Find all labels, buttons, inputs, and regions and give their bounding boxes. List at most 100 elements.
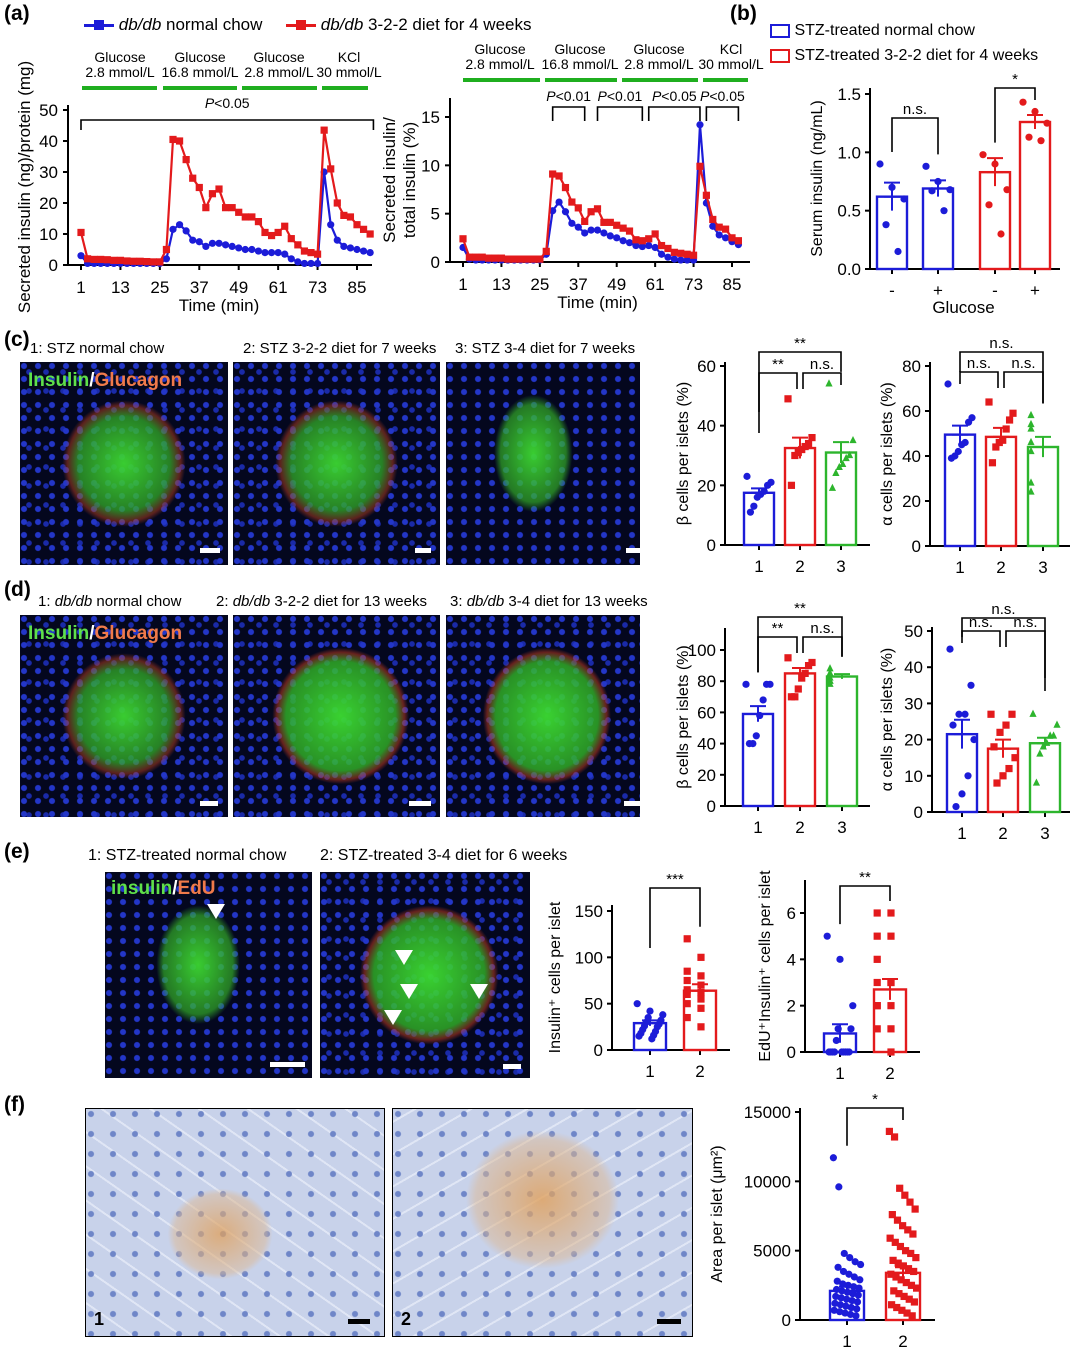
data-point: [840, 1249, 848, 1258]
data-point: [1027, 446, 1035, 455]
data-point: [1031, 107, 1039, 116]
data-point: [784, 654, 792, 662]
caption-e1: 1: STZ-treated normal chow: [88, 847, 287, 864]
y-tick-label: 150: [575, 902, 603, 921]
data-point: [946, 186, 954, 194]
significance-label: n.s.: [903, 101, 927, 118]
data-point: [709, 215, 717, 224]
data-point: [886, 1234, 894, 1242]
data-point: [993, 779, 1001, 787]
data-point: [890, 1287, 898, 1295]
data-point: [887, 1048, 895, 1056]
y-tick-label: 50: [904, 622, 923, 641]
data-point: [896, 1242, 905, 1251]
error-bar: [750, 705, 766, 722]
data-point: [996, 728, 1004, 736]
data-point: [787, 693, 796, 701]
caption-d3: 3: db/db 3-4 diet for 13 weeks: [450, 593, 648, 610]
data-point: [985, 201, 993, 209]
condition-label: 2.8 mmol/L: [85, 64, 154, 80]
data-point: [1029, 709, 1037, 717]
data-point: [274, 228, 282, 237]
arrowhead-icon: [207, 904, 225, 919]
data-point: [837, 1294, 845, 1302]
x-tick-label: 3: [837, 818, 846, 837]
x-tick-label: 25: [150, 278, 169, 297]
caption-e2: 2: STZ-treated 3-4 diet for 6 weeks: [320, 847, 568, 864]
data-point: [834, 1263, 842, 1271]
data-point: [964, 772, 972, 780]
data-point: [683, 986, 691, 994]
data-point: [327, 165, 335, 173]
data-point: [202, 242, 210, 250]
series-line: [80, 171, 371, 265]
data-point: [961, 710, 969, 718]
data-point: [182, 227, 190, 235]
data-point: [1008, 710, 1016, 718]
data-point: [1053, 720, 1061, 728]
data-point: [638, 237, 646, 245]
data-point: [600, 218, 608, 226]
legend-italic: db/db: [118, 15, 162, 34]
data-point: [846, 1310, 855, 1319]
error-bar: [1027, 114, 1043, 129]
legend-text: 3-2-2 diet for 4 weeks: [363, 15, 532, 34]
y-axis-label: Area per islet (μm²): [709, 1145, 726, 1282]
legend-a-blue: db/db normal chow: [84, 15, 262, 35]
data-point: [162, 255, 171, 263]
panel-label-d: (d): [4, 578, 31, 601]
data-point: [110, 256, 118, 264]
data-point: [831, 1299, 839, 1307]
x-tick-label: 1: [645, 1062, 654, 1081]
scale-bar: [626, 548, 640, 553]
data-point: [215, 185, 223, 193]
data-point: [999, 772, 1007, 780]
error-bar: [642, 1019, 658, 1026]
data-point: [366, 249, 374, 257]
data-point: [1005, 416, 1014, 424]
y-tick-label: 0: [707, 797, 716, 816]
data-point: [651, 230, 659, 238]
data-point: [842, 453, 850, 462]
y-tick-label: 4: [787, 950, 796, 969]
legend-italic: db/db: [320, 15, 364, 34]
condition-label: Glucose: [474, 41, 526, 57]
y-tick-label: 1.5: [837, 85, 861, 104]
data-point: [632, 241, 640, 250]
data-point: [873, 932, 881, 940]
data-point: [715, 223, 723, 231]
data-point: [826, 664, 834, 672]
data-point: [857, 1260, 865, 1269]
x-tick-label: 1: [458, 275, 467, 294]
significance-label: n.s.: [989, 335, 1013, 352]
bar: [984, 435, 1018, 548]
data-point: [845, 1270, 853, 1278]
y-axis-label: Insulin⁺ cells per islet: [547, 901, 564, 1053]
bar: [1028, 742, 1062, 814]
data-point: [955, 710, 963, 718]
y-tick-label: 0: [782, 1311, 791, 1330]
data-point: [497, 254, 506, 262]
y-tick-label: 20: [902, 492, 921, 511]
data-point: [248, 245, 256, 254]
data-point: [873, 1025, 881, 1033]
data-point: [294, 258, 302, 266]
y-tick-label: 0: [49, 256, 58, 275]
data-point: [759, 696, 767, 704]
data-point: [856, 1276, 864, 1284]
data-point: [129, 257, 138, 265]
data-point: [619, 224, 627, 232]
error-bar: [882, 978, 898, 1000]
data-point: [581, 229, 589, 237]
y-tick-label: 0: [707, 536, 716, 555]
data-point: [625, 227, 634, 235]
data-point: [896, 1184, 904, 1192]
panel-label-b: (b): [730, 2, 757, 25]
x-tick-label: 1: [753, 818, 762, 837]
data-point: [847, 1303, 855, 1312]
data-point: [967, 681, 975, 689]
x-tick-label: 3: [1040, 824, 1049, 843]
y-tick-label: 10: [39, 225, 58, 244]
data-point: [664, 253, 672, 261]
significance-bracket: [649, 887, 701, 948]
